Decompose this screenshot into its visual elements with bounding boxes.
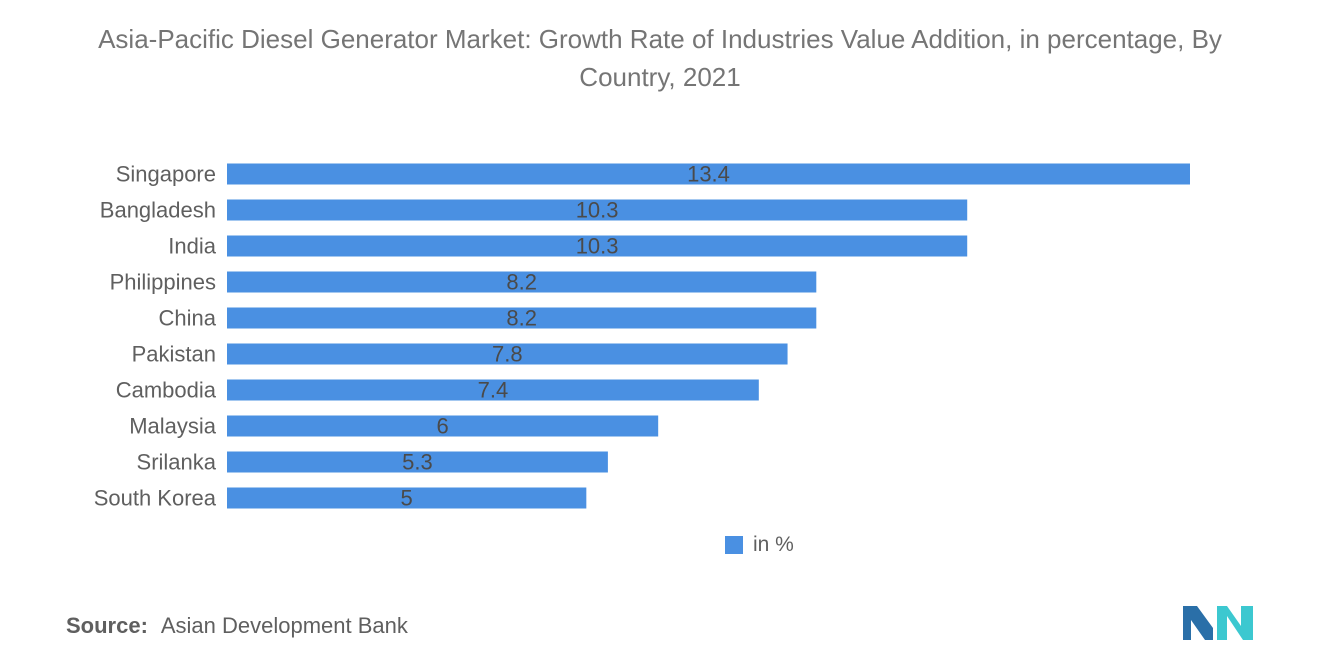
bar — [227, 163, 1190, 185]
bar — [227, 415, 659, 437]
category-label: India — [168, 234, 216, 259]
bar — [227, 379, 759, 401]
value-label: 5 — [401, 486, 413, 511]
source-label: Source: — [66, 613, 148, 638]
value-label: 10.3 — [576, 234, 619, 259]
bars-layer: Singapore 13.4 Bangladesh 10.3 India 10.3 Phil… — [94, 162, 1190, 511]
bar — [227, 271, 817, 293]
bar — [227, 487, 587, 509]
category-label: Malaysia — [129, 414, 217, 439]
value-label: 7.8 — [492, 342, 523, 367]
bar — [227, 307, 817, 329]
category-label: Singapore — [116, 162, 216, 187]
value-label: 5.3 — [402, 450, 433, 475]
value-label: 10.3 — [576, 198, 619, 223]
category-label: Philippines — [110, 270, 216, 295]
bar — [227, 199, 968, 221]
value-label: 6 — [436, 414, 448, 439]
legend-label: in % — [753, 533, 794, 556]
bar — [227, 235, 968, 257]
category-label: Bangladesh — [100, 198, 216, 223]
category-label: Cambodia — [116, 378, 217, 403]
chart-title: Asia-Pacific Diesel Generator Market: Gr… — [98, 24, 1222, 92]
category-label: South Korea — [94, 486, 217, 511]
legend: in % — [725, 533, 794, 557]
value-label: 13.4 — [687, 162, 730, 187]
category-label: Srilanka — [137, 450, 217, 475]
value-label: 7.4 — [478, 378, 509, 403]
bar — [227, 451, 608, 473]
mordor-intelligence-logo-icon — [1183, 606, 1253, 640]
category-label: Pakistan — [132, 342, 216, 367]
bar — [227, 343, 788, 365]
value-label: 8.2 — [506, 306, 537, 331]
value-label: 8.2 — [506, 270, 537, 295]
category-label: China — [159, 306, 217, 331]
source-text: Asian Development Bank — [160, 613, 408, 638]
source-note: Source: Asian Development Bank — [66, 613, 408, 639]
legend-swatch — [725, 536, 743, 554]
